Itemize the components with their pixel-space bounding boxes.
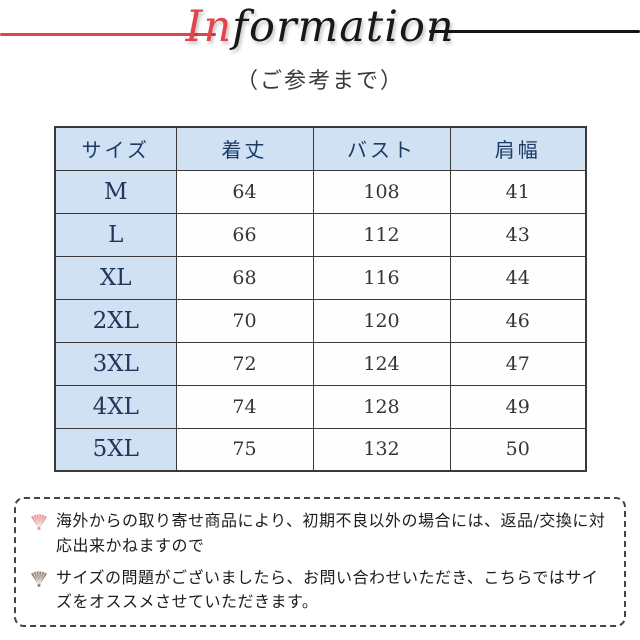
value-cell: 70 [175, 298, 314, 343]
fan-icon [30, 570, 48, 587]
page-title-rest: formation [232, 2, 455, 52]
size-table: サイズ 着丈 バスト 肩幅 M 64 108 41 L 66 112 43 XL… [54, 126, 587, 472]
table-header-row: サイズ 着丈 バスト 肩幅 [54, 126, 587, 171]
value-cell: 72 [175, 341, 314, 386]
value-cell: 120 [312, 298, 451, 343]
page-title-accent: In [185, 2, 233, 52]
value-cell: 112 [312, 212, 451, 257]
value-cell: 75 [175, 427, 314, 472]
value-cell: 44 [449, 255, 587, 300]
size-cell: 4XL [54, 384, 177, 429]
value-cell: 74 [175, 384, 314, 429]
header: Information [0, 2, 640, 52]
value-cell: 41 [449, 169, 587, 214]
notes-box: 海外からの取り寄せ商品により、初期不良以外の場合には、返品/交換に対応出来かねま… [14, 497, 626, 628]
value-cell: 50 [449, 427, 587, 472]
size-cell: M [54, 169, 177, 214]
table-row: 4XL 74 128 49 [54, 384, 587, 429]
value-cell: 47 [449, 341, 587, 386]
table-row: M 64 108 41 [54, 169, 587, 214]
value-cell: 116 [312, 255, 451, 300]
size-cell: XL [54, 255, 177, 300]
column-header-size: サイズ [54, 126, 177, 171]
size-cell: 3XL [54, 341, 177, 386]
column-header-bust: バスト [312, 126, 451, 171]
value-cell: 49 [449, 384, 587, 429]
value-cell: 68 [175, 255, 314, 300]
size-cell: 2XL [54, 298, 177, 343]
title-underline-left [0, 33, 216, 36]
table-row: 2XL 70 120 46 [54, 298, 587, 343]
value-cell: 132 [312, 427, 451, 472]
note-text: サイズの問題がございましたら、お問い合わせいただき、こちらではサイズをオススメさ… [56, 567, 599, 612]
table-row: 3XL 72 124 47 [54, 341, 587, 386]
value-cell: 46 [449, 298, 587, 343]
value-cell: 128 [312, 384, 451, 429]
size-cell: L [54, 212, 177, 257]
value-cell: 108 [312, 169, 451, 214]
fan-icon [30, 514, 48, 530]
value-cell: 124 [312, 341, 451, 386]
value-cell: 66 [175, 212, 314, 257]
column-header-length: 着丈 [175, 126, 314, 171]
note-item: サイズの問題がございましたら、お問い合わせいただき、こちらではサイズをオススメさ… [24, 566, 612, 616]
subtitle: （ご参考まで） [235, 69, 404, 94]
note-text: 海外からの取り寄せ商品により、初期不良以外の場合には、返品/交換に対応出来かねま… [56, 511, 606, 555]
column-header-shoulder: 肩幅 [449, 126, 587, 171]
table-row: XL 68 116 44 [54, 255, 587, 300]
value-cell: 43 [449, 212, 587, 257]
table-row: L 66 112 43 [54, 212, 587, 257]
table-row: 5XL 75 132 50 [54, 427, 587, 472]
value-cell: 64 [175, 169, 314, 214]
note-item: 海外からの取り寄せ商品により、初期不良以外の場合には、返品/交換に対応出来かねま… [24, 509, 612, 559]
title-underline-right [429, 30, 640, 33]
page-title: Information [185, 2, 454, 52]
size-cell: 5XL [54, 427, 177, 472]
